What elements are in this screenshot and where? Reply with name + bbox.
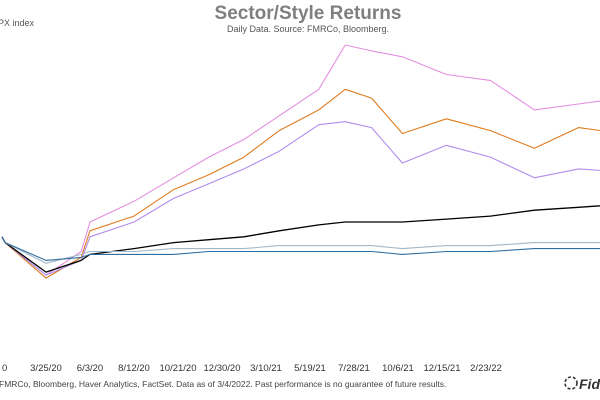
x-tick-label: 12/15/21 (424, 363, 461, 374)
x-tick-label: 10/21/20 (160, 363, 197, 374)
series-line-s-p-500 (1, 205, 600, 273)
x-tick-label: 2/23/22 (470, 363, 502, 374)
x-tick-label: 10/6/21 (382, 363, 414, 374)
x-tick-label: 8/12/20 (118, 363, 150, 374)
x-tick-label: 5/19/21 (294, 363, 326, 374)
series-line-ipos (1, 121, 600, 276)
series-layer (1, 44, 600, 279)
x-tick-label: 7/28/21 (338, 363, 370, 374)
chart-title: Sector/Style Returns (215, 3, 402, 24)
y-axis-label: PX index (0, 18, 35, 28)
series-line-non-profitable (1, 88, 600, 279)
source-footer: FMRCo, Bloomberg, Haver Analytics, FactS… (0, 379, 446, 389)
fidelity-logo: Fid (564, 376, 600, 392)
series-line-utilities (1, 236, 600, 264)
series-line-bond-proxies (1, 236, 600, 261)
logo-text: Fid (579, 376, 600, 392)
x-tick-label: 3/10/21 (250, 363, 282, 374)
logo-mark-icon (564, 376, 578, 390)
chart-subtitle: Daily Data. Source: FMRCo, Bloomberg. (227, 24, 389, 34)
x-tick-label: 6/3/20 (77, 363, 103, 374)
series-line-bitcoin-sensit (1, 44, 600, 276)
x-axis-ticks: 0 3/25/20 6/3/20 8/12/20 10/21/20 12/30/20 3/1… (2, 363, 502, 374)
x-tick-label: 3/25/20 (30, 363, 62, 374)
x-tick-label: 0 (2, 363, 7, 374)
x-tick-label: 12/30/20 (204, 363, 241, 374)
